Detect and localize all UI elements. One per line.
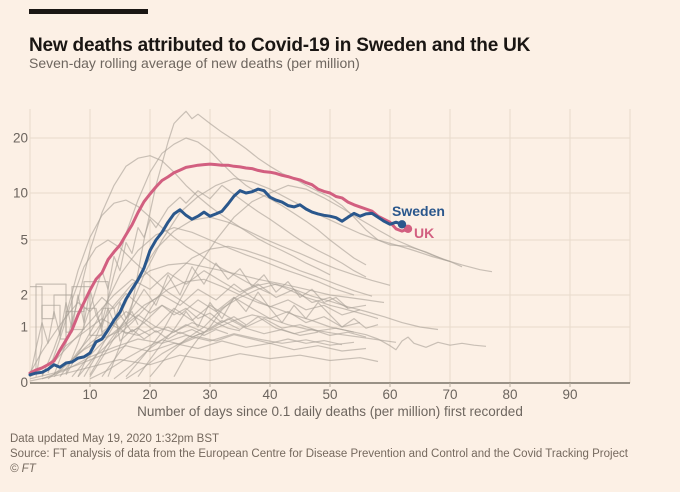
series-label-uk: UK <box>414 225 435 241</box>
ft-top-bar <box>29 9 148 14</box>
x-tick-label: 30 <box>202 387 217 402</box>
uk-line <box>28 162 410 375</box>
y-tick-label: 5 <box>20 233 28 248</box>
background-country-line <box>107 110 493 377</box>
page-title: New deaths attributed to Covid-19 in Swe… <box>29 34 531 56</box>
background-country-line <box>149 283 439 378</box>
y-tick-label: 0 <box>20 375 28 390</box>
footer-copyright: © FT <box>10 463 36 475</box>
background-country-line <box>41 199 271 377</box>
uk-end-dot <box>403 224 413 233</box>
x-tick-label: 50 <box>322 387 337 402</box>
x-tick-label: 80 <box>502 387 517 402</box>
background-country-line <box>65 227 355 376</box>
x-tick-label: 20 <box>142 387 157 402</box>
y-tick-label: 1 <box>20 320 28 335</box>
background-country-line <box>89 262 349 376</box>
background-country-line <box>137 291 379 378</box>
background-country-line <box>89 334 343 380</box>
background-country-line <box>65 184 367 374</box>
footer-source-text: Source: FT analysis of data from the Eur… <box>10 448 628 460</box>
sweden-line <box>28 187 404 377</box>
background-country-line <box>77 278 487 378</box>
background-country-line <box>89 177 463 378</box>
background-country-line <box>113 316 367 380</box>
x-axis-title: Number of days since 0.1 daily deaths (p… <box>137 404 523 419</box>
y-tick-label: 10 <box>13 186 28 201</box>
sweden-end-dot <box>397 220 407 229</box>
background-country-line <box>59 262 385 378</box>
background-country-line <box>71 283 361 378</box>
y-tick-label: 2 <box>20 288 28 303</box>
background-country-line <box>101 245 373 378</box>
background-country-line <box>125 314 397 380</box>
x-tick-label: 70 <box>442 387 457 402</box>
background-country-line <box>173 282 379 377</box>
x-tick-label: 10 <box>82 387 97 402</box>
series-label-sweden: Sweden <box>392 203 445 219</box>
background-country-line <box>29 292 247 374</box>
background-country-line <box>30 286 151 336</box>
y-tick-label: 20 <box>13 131 28 146</box>
background-country-line <box>29 340 367 380</box>
footer-updated-text: Data updated May 19, 2020 1:32pm BST <box>10 433 220 445</box>
background-country-line <box>29 304 355 378</box>
x-tick-label: 90 <box>562 387 577 402</box>
x-tick-label: 60 <box>382 387 397 402</box>
chart-subtitle: Seven-day rolling average of new deaths … <box>29 55 360 71</box>
x-tick-label: 40 <box>262 387 277 402</box>
